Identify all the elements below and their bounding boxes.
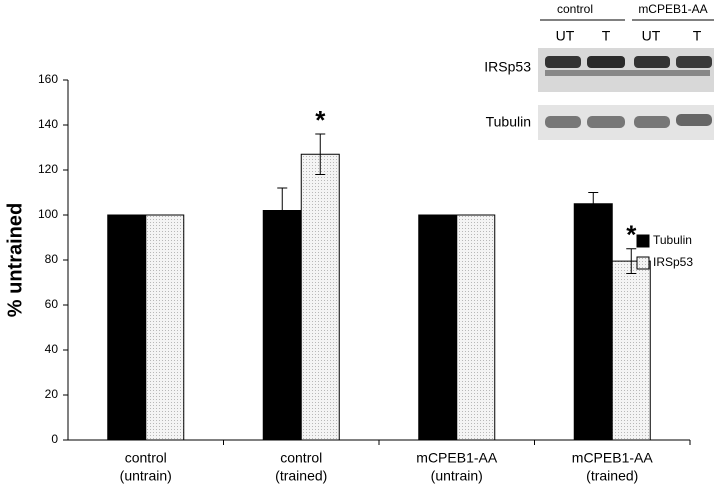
- blot-lane: T: [693, 28, 702, 44]
- x-tick-label: mCPEB1-AA: [572, 450, 654, 466]
- legend-swatch: [636, 256, 650, 270]
- bar: [611, 260, 651, 441]
- band: [545, 70, 710, 76]
- y-tick-label: 140: [38, 117, 58, 131]
- annotation: *: [315, 105, 326, 135]
- blot-row: IRSp53: [484, 59, 531, 75]
- x-tick-label: control: [125, 450, 167, 466]
- bar: [456, 214, 496, 441]
- x-tick-label: (trained): [275, 468, 327, 484]
- blot-group: mCPEB1-AA: [638, 2, 707, 16]
- y-tick-label: 40: [45, 342, 59, 356]
- band: [676, 114, 712, 126]
- legend-swatch: [636, 234, 650, 248]
- blot-lane: UT: [642, 28, 661, 44]
- y-tick-label: 100: [38, 207, 58, 221]
- x-tick-label: control: [280, 450, 322, 466]
- y-tick-label: 0: [51, 432, 58, 446]
- band: [545, 116, 581, 128]
- blot-group: control: [557, 2, 593, 16]
- x-tick-label: (untrain): [431, 468, 483, 484]
- band: [587, 56, 625, 68]
- blot-lane: UT: [556, 28, 575, 44]
- band: [587, 116, 625, 128]
- blot-lane: T: [602, 28, 611, 44]
- bar: [262, 210, 302, 441]
- annotation: *: [626, 220, 637, 250]
- y-tick-label: 60: [45, 297, 59, 311]
- legend-label: IRSp53: [653, 255, 693, 269]
- band: [676, 56, 712, 68]
- y-tick-label: 80: [45, 252, 59, 266]
- blot-inset: control mCPEB1-AA UT T UT T IRSp53 Tubul…: [484, 2, 714, 140]
- blot-row: Tubulin: [486, 114, 531, 130]
- band: [634, 56, 670, 68]
- band: [634, 116, 670, 128]
- y-tick-label: 20: [45, 387, 59, 401]
- y-axis-label: % untrained: [4, 203, 26, 317]
- bar: [573, 203, 613, 441]
- bar: [300, 153, 340, 441]
- legend-label: Tubulin: [653, 233, 692, 247]
- band: [545, 56, 581, 68]
- x-tick-label: (untrain): [120, 468, 172, 484]
- x-tick-label: (trained): [586, 468, 638, 484]
- x-tick-label: mCPEB1-AA: [416, 450, 498, 466]
- bar: [107, 214, 147, 441]
- bar: [418, 214, 458, 441]
- bar: [145, 214, 185, 441]
- y-tick-label: 120: [38, 162, 58, 176]
- y-tick-label: 160: [38, 72, 58, 86]
